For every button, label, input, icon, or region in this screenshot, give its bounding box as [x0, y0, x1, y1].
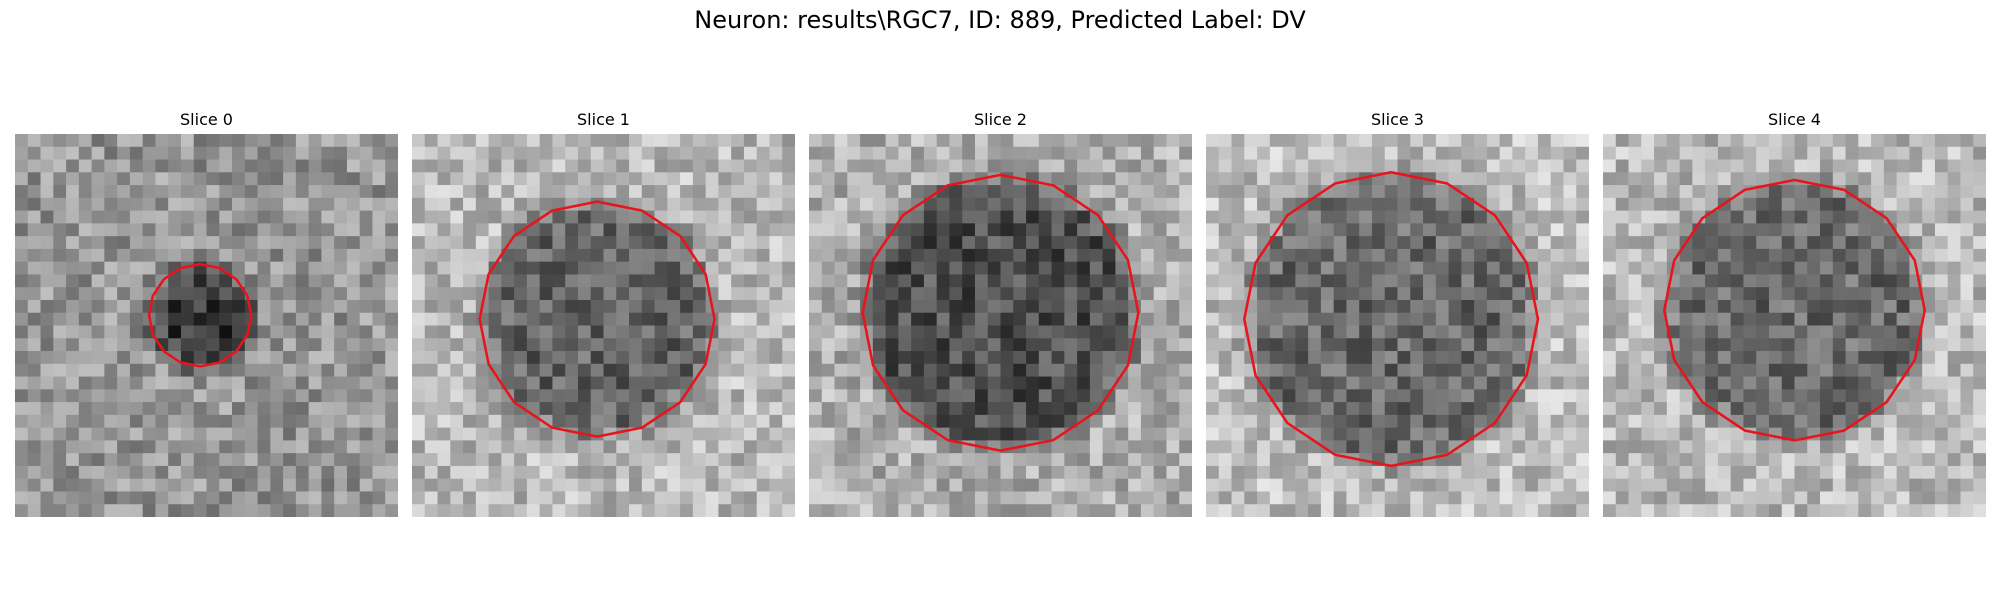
slice-title: Slice 3	[1371, 110, 1424, 129]
roi-contour	[147, 262, 253, 368]
slice-panel-4: Slice 4	[1603, 108, 1986, 517]
slice-panel-3: Slice 3	[1206, 108, 1589, 517]
slice-title: Slice 0	[180, 110, 233, 129]
slice-panel-1: Slice 1	[412, 108, 795, 517]
slice-title: Slice 4	[1768, 110, 1821, 129]
roi-contour	[1663, 178, 1926, 442]
slice-image	[1206, 134, 1589, 517]
slice-image	[15, 134, 398, 517]
roi-contour	[478, 200, 716, 438]
slice-image	[809, 134, 1192, 517]
slice-title: Slice 1	[577, 110, 630, 129]
roi-contour	[1243, 171, 1540, 468]
slice-title: Slice 2	[974, 110, 1027, 129]
slice-panel-0: Slice 0	[15, 108, 398, 517]
slice-image	[1603, 134, 1986, 517]
slice-image	[412, 134, 795, 517]
roi-contour	[861, 173, 1140, 452]
slice-panel-2: Slice 2	[809, 108, 1192, 517]
figure-title: Neuron: results\RGC7, ID: 889, Predicted…	[694, 6, 1306, 34]
